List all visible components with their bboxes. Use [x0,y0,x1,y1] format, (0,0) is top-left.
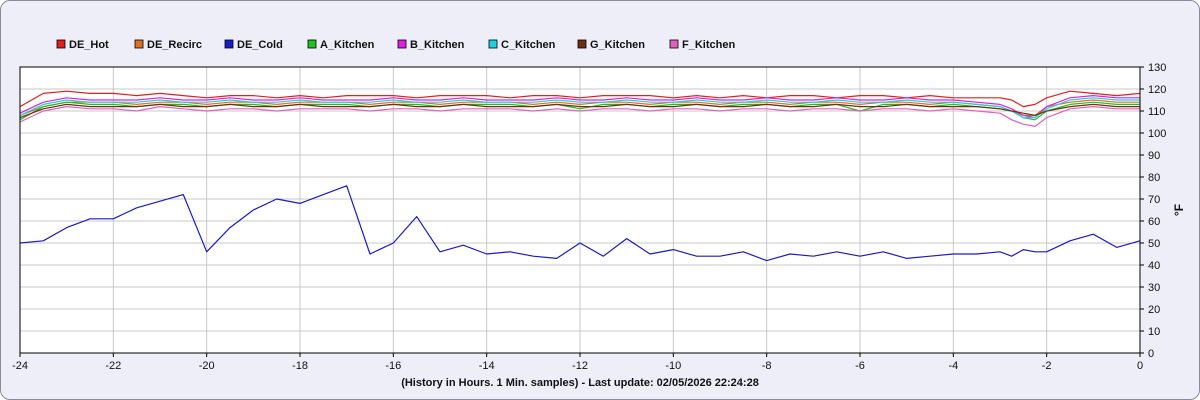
legend-swatch [397,39,407,49]
y-tick-label: 30 [1148,282,1160,294]
legend-swatch [669,39,679,49]
series-line-de-cold [19,185,1141,262]
legend-label: DE_Hot [69,39,109,51]
y-tick-label: 80 [1148,172,1160,184]
x-tick-label: -20 [199,360,215,372]
y-tick-label: 110 [1148,106,1166,118]
x-tick-label: -4 [948,360,958,372]
y-tick-label: 130 [1148,62,1166,74]
x-tick-label: -18 [292,360,308,372]
series-lines [19,90,1141,262]
y-tick-label: 70 [1148,194,1160,206]
y-tick-label: 120 [1148,84,1166,96]
x-tick-label: -10 [665,360,681,372]
y-tick-label: 90 [1148,150,1160,162]
legend-label: B_Kitchen [410,39,465,51]
x-tick-label: -16 [385,360,401,372]
legend-swatch [488,39,498,49]
x-tick-label: -12 [572,360,588,372]
legend-label: G_Kitchen [590,39,645,51]
x-tick-label: 0 [1137,360,1143,372]
x-tick-label: -2 [1042,360,1052,372]
series-line-de-hot [19,90,1141,108]
series-line-c-kitchen [19,97,1140,119]
series-line-f-kitchen [19,105,1140,128]
y-tick-label: 10 [1148,326,1160,338]
legend-swatch [224,39,234,49]
y-axis-label: °F [1172,204,1186,216]
y-tick-label: 50 [1148,238,1160,250]
legend-label: A_Kitchen [320,39,375,51]
legend-label: F_Kitchen [682,39,735,51]
y-tick-label: 100 [1148,128,1166,140]
legend-label: C_Kitchen [501,39,556,51]
plot-border [19,66,1141,354]
series-line-g-kitchen [19,103,1140,119]
legend: DE_Hot DE_Recirc DE_Cold A_Kitchen B_Kitchen… [56,39,735,51]
y-tick-label: 20 [1148,304,1160,316]
y-tick-label: 60 [1148,216,1160,228]
legend-label: DE_Cold [237,39,283,51]
legend-label: DE_Recirc [147,39,202,51]
x-tick-label: -22 [105,360,121,372]
legend-swatch [307,39,317,49]
x-tick-label: -6 [855,360,865,372]
x-tick-label: -8 [762,360,772,372]
legend-swatch [577,39,587,49]
series-line-b-kitchen [19,94,1140,119]
y-tick-label: 40 [1148,260,1160,272]
y-tick-label: 0 [1148,348,1154,360]
x-axis-label: (History in Hours. 1 Min. samples) - Las… [401,377,759,389]
x-tick-label: -24 [12,360,28,372]
legend-swatch [134,39,144,49]
x-tick-label: -14 [479,360,495,372]
legend-swatch [56,39,66,49]
